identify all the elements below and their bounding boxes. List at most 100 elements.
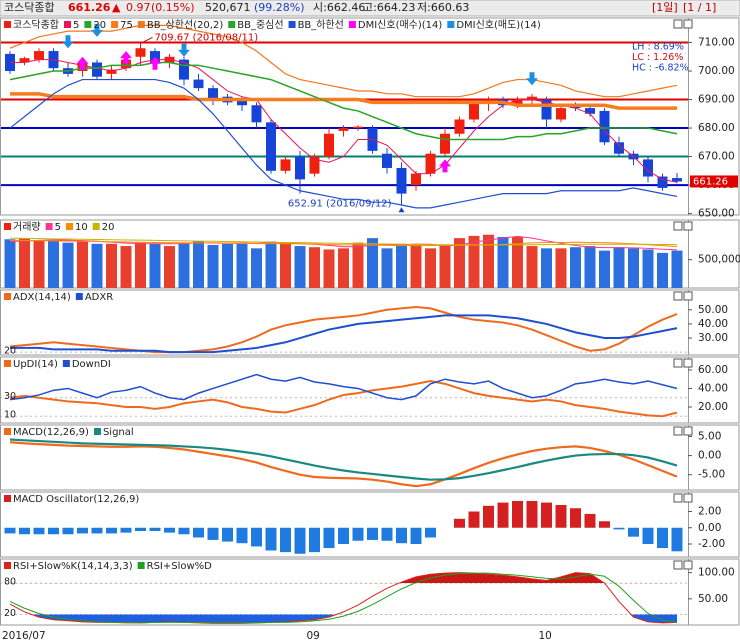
volume-bar <box>19 238 30 288</box>
volume-bar <box>338 248 349 288</box>
volume-bar <box>396 243 407 288</box>
open: 시:662.46 <box>313 1 365 14</box>
page-indicator[interactable]: [1 / 1] <box>683 1 716 14</box>
volume-bar <box>352 242 364 288</box>
legend-label: MACD Oscillator(12,26,9) <box>13 494 139 505</box>
volume-bar <box>671 250 683 288</box>
candle-body <box>454 119 465 134</box>
panel-close[interactable] <box>683 221 693 231</box>
legend-label: 20 <box>102 222 115 233</box>
y-tick-label: 2.00 <box>698 506 721 518</box>
x-tick-label: 2016/07 <box>2 630 46 642</box>
oscillator-bar <box>425 527 436 538</box>
candle-body <box>556 108 566 120</box>
panel-close[interactable] <box>683 560 693 570</box>
legend-label: BB_상한선(20,2) <box>147 19 223 31</box>
axis-panel <box>688 558 740 626</box>
plot-area <box>1 23 688 209</box>
volume-bar <box>294 246 306 288</box>
candle-body <box>338 128 349 131</box>
volume-bar <box>77 241 88 288</box>
panel-button[interactable] <box>673 493 683 503</box>
oscillator-bar <box>468 511 480 528</box>
volume-bar <box>425 248 436 288</box>
oscillator-bar <box>671 527 683 552</box>
panel-button[interactable] <box>673 291 683 301</box>
legend-label: 거래량 <box>13 221 41 233</box>
oscillator-bar <box>454 518 465 528</box>
oscillator-bar <box>628 527 639 537</box>
volume-bar <box>251 248 262 288</box>
candle-body <box>193 79 204 89</box>
candle-body <box>527 96 537 100</box>
plot-area <box>1 305 688 354</box>
plot-area <box>1 572 688 624</box>
candle-body <box>106 69 117 74</box>
panel-button[interactable] <box>673 221 683 231</box>
volume-bar <box>106 243 117 288</box>
legend-label: 코스닥종합 <box>13 19 59 31</box>
volume-bar <box>323 249 335 288</box>
panel-close[interactable] <box>683 358 693 368</box>
volume-bar <box>265 241 277 288</box>
panel-button[interactable] <box>673 426 683 436</box>
legend-label: DMI신호(매수)(14) <box>358 19 443 31</box>
volume-bar <box>454 238 465 288</box>
candle-body <box>541 99 552 120</box>
plot-area <box>1 373 688 418</box>
series-line <box>9 380 678 418</box>
y-tick-label: 20.00 <box>698 401 728 413</box>
candle-body <box>512 99 523 106</box>
series-line <box>10 314 678 354</box>
ref-tick-label: 10 <box>4 410 16 421</box>
last-price-tag <box>690 175 738 188</box>
low: 저:660.63 <box>417 1 469 14</box>
y-tick-label: 0.00 <box>698 450 721 462</box>
panel-button[interactable] <box>673 560 683 570</box>
legend-label: 5 <box>73 20 79 31</box>
panel-button[interactable] <box>673 358 683 368</box>
candle-body <box>411 173 421 186</box>
volume-bar <box>584 246 596 288</box>
stat-label: HC : -6.82% <box>632 63 689 74</box>
volume-bar <box>135 242 146 288</box>
high: 고:664.23 <box>363 1 415 14</box>
legend-swatch <box>4 293 11 300</box>
volume-bar <box>541 248 552 288</box>
oscillator-bar <box>251 527 262 547</box>
panel-close[interactable] <box>683 426 693 436</box>
panel-close[interactable] <box>683 19 693 29</box>
legend-swatch <box>348 21 356 28</box>
legend-swatch <box>62 360 70 367</box>
candle-body <box>353 126 363 129</box>
panel-button[interactable] <box>673 19 683 29</box>
legend-swatch <box>4 428 11 435</box>
legend-swatch <box>64 21 71 28</box>
panel <box>0 289 689 356</box>
oscillator-bar <box>265 527 277 551</box>
panel-close[interactable] <box>683 291 693 301</box>
oscillator-bar <box>367 527 378 540</box>
legend-swatch <box>4 495 11 502</box>
legend-swatch <box>84 21 92 28</box>
oscillator-bar <box>48 527 59 535</box>
oscillator-bar <box>381 527 393 541</box>
candle-body <box>135 48 146 57</box>
panel-close[interactable] <box>683 493 693 503</box>
axis-panel <box>688 424 740 491</box>
signal-arrow <box>439 159 451 173</box>
series-line <box>10 239 678 248</box>
y-tick-label: 5.00 <box>698 430 721 442</box>
oscillator-bar <box>91 527 103 534</box>
legend-swatch <box>4 562 11 569</box>
oscillator-bar <box>483 505 494 528</box>
y-tick-label: 50.00 <box>698 304 728 316</box>
volume-bar <box>410 243 422 288</box>
high-annotation: 709.67 (2016/08/11) <box>155 32 259 43</box>
axis-panel <box>688 491 740 558</box>
oscillator-bar <box>309 527 320 553</box>
period-button[interactable]: [1일] <box>652 0 678 14</box>
change: 0.97 <box>126 1 151 14</box>
candle-body <box>599 110 610 143</box>
legend-label: 20 <box>93 20 106 31</box>
